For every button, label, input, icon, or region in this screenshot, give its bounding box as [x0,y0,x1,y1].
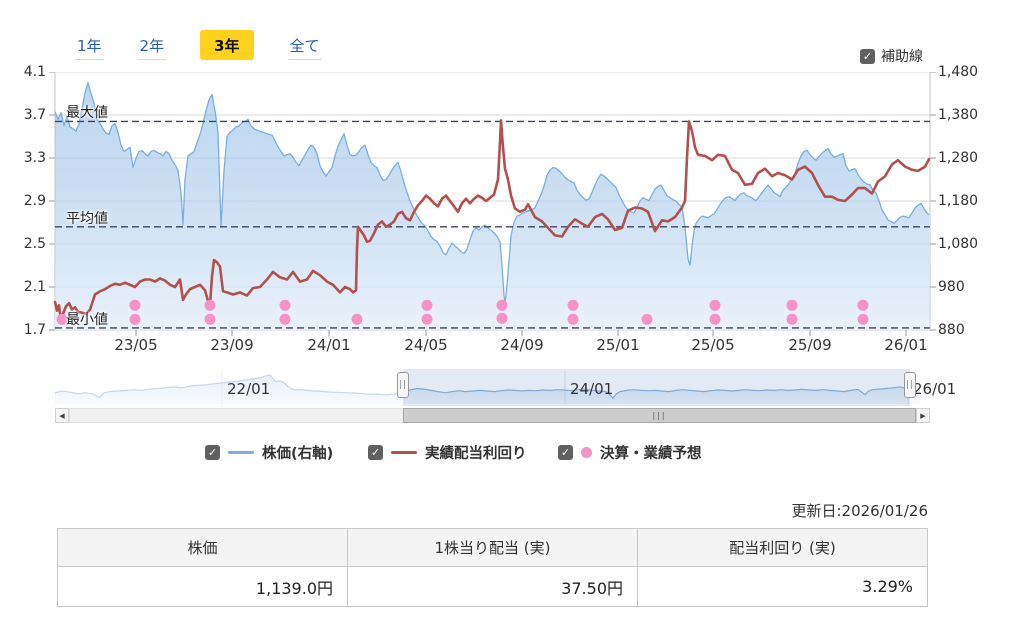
x-axis-label: 25/01 [596,336,640,354]
navigator-label-24/01: 24/01 [570,380,614,398]
x-axis-label: 23/05 [114,336,158,354]
table-value-row: 1,139.0円 37.50円 3.29% [57,566,928,607]
earnings-dot [709,299,721,311]
earnings-dot [279,299,291,311]
tab-all[interactable]: 全て [287,31,322,60]
red-line-swatch-icon [391,451,417,454]
right-axis-label: 980 [938,279,965,295]
navigator-selection[interactable] [403,369,910,406]
earnings-dot [204,313,216,325]
earnings-dot [709,313,721,325]
tab-3year[interactable]: 3年 [200,30,254,60]
x-axis-label: 24/09 [500,336,544,354]
right-axis-label: 1,180 [938,193,979,209]
earnings-dot [421,299,433,311]
x-axis-label: 26/01 [884,336,928,354]
checkbox-checked-icon[interactable] [368,445,383,460]
earnings-dot [786,299,798,311]
earnings-dot [641,313,653,325]
x-axis-label: 23/09 [210,336,254,354]
left-axis-label: 2.9 [23,193,46,209]
stock-price-line [54,82,930,305]
x-axis-label: 25/09 [788,336,832,354]
scroll-right-button[interactable]: ▶ [916,408,930,423]
legend-label: 実績配当利回り [425,446,527,462]
navigator-scrollbar: ◀ ▶ [55,408,930,423]
right-axis-label: 1,080 [938,236,979,252]
right-axis-label: 1,480 [938,64,979,80]
right-axis-label: 880 [938,322,965,338]
earnings-dot [421,313,433,325]
helper-line-label: 補助線 [881,49,923,65]
helper-line-toggle[interactable]: 補助線 [860,46,923,66]
navigator-mask-left [55,369,403,406]
main-chart-svg [49,72,936,336]
checkbox-checked-icon[interactable] [860,48,875,64]
guide-label-平均値: 平均値 [66,210,108,227]
x-axis-label: 25/05 [691,336,735,354]
earnings-dot [567,313,579,325]
value-dividend-yield: 3.29% [637,566,928,607]
earnings-dot [496,312,508,324]
legend-item-dividend-yield[interactable]: 実績配当利回り [368,442,527,463]
earnings-dot [857,313,869,325]
earnings-dot [786,313,798,325]
checkbox-checked-icon[interactable] [205,445,220,460]
legend-label: 株価(右軸) [262,446,334,462]
guide-label-最小値: 最小値 [66,311,108,328]
scrollbar-thumb[interactable] [403,408,916,423]
legend-item-stock-price[interactable]: 株価(右軸) [205,442,333,463]
guide-label-最大値: 最大値 [66,105,108,122]
legend-item-earnings[interactable]: 決算・業績予想 [558,442,702,463]
dividend-yield-line [53,119,931,322]
left-axis-label: 3.3 [23,150,46,166]
header-dividend-per-share: 1株当り配当 (実) [347,528,638,567]
navigator-label-22/01: 22/01 [227,380,271,398]
left-axis-label: 2.1 [23,279,46,295]
earnings-dot [567,299,579,311]
earnings-dot [56,313,68,325]
value-stock-price: 1,139.0円 [57,566,348,607]
earnings-dot [279,313,291,325]
pink-dot-swatch-icon [581,447,592,458]
earnings-dot [129,299,141,311]
right-axis-label: 1,380 [938,107,979,123]
scroll-left-button[interactable]: ◀ [55,408,69,423]
table-header-row: 株価 1株当り配当 (実) 配当利回り (実) [57,528,928,567]
updated-date: 更新日:2026/01/26 [791,502,928,520]
checkbox-checked-icon[interactable] [558,445,573,460]
left-axis-label: 1.7 [23,322,46,338]
tab-2year[interactable]: 2年 [137,31,167,60]
legend-label: 決算・業績予想 [600,446,702,462]
range-navigator: 22/01 24/01 26/01 [55,369,956,406]
value-dividend-per-share: 37.50円 [347,566,638,607]
blue-line-swatch-icon [228,451,254,454]
main-chart: 4.1 3.7 3.3 2.9 2.5 2.1 1.7 1,480 1,380 1,280 1,1… [23,64,979,354]
left-axis-label: 4.1 [23,64,46,80]
right-axis-label: 1,280 [938,150,979,166]
stock-price-area [55,82,929,330]
earnings-dot [204,299,216,311]
header-dividend-yield: 配当利回り (実) [637,528,928,567]
earnings-dot [496,299,508,311]
navigator-svg [55,369,930,406]
earnings-dot [351,313,363,325]
earnings-dot [129,313,141,325]
earnings-dot [857,299,869,311]
navigator-handle-left[interactable] [397,372,409,398]
left-axis-label: 3.7 [23,107,46,123]
navigator-label-26/01: 26/01 [913,380,957,398]
x-axis-label: 24/05 [404,336,448,354]
period-tabs: 1年 2年 3年 全て [75,30,322,60]
tab-1year[interactable]: 1年 [75,31,104,60]
navigator-handle-right[interactable] [904,372,916,398]
header-stock-price: 株価 [57,528,348,567]
left-axis-label: 2.5 [23,236,46,252]
quote-summary-table: 株価 1株当り配当 (実) 配当利回り (実) 1,139.0円 37.50円 … [57,528,928,607]
x-axis-label: 24/01 [307,336,351,354]
